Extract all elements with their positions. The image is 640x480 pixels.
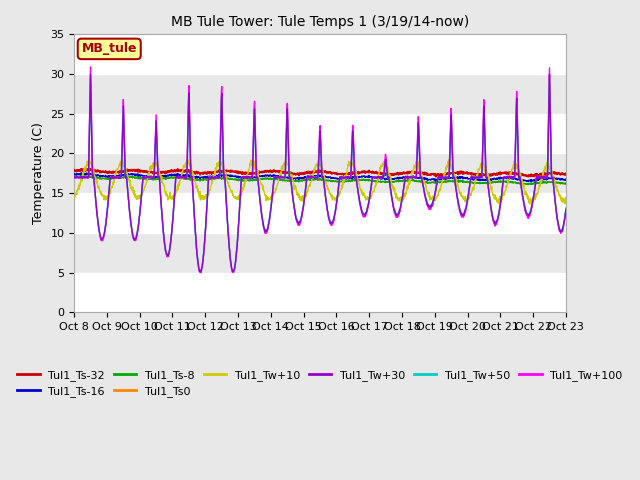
Title: MB Tule Tower: Tule Temps 1 (3/19/14-now): MB Tule Tower: Tule Temps 1 (3/19/14-now… [171,15,469,29]
Bar [74,273,566,312]
Text: MB_tule: MB_tule [81,42,137,55]
Legend: Tul1_Ts-32, Tul1_Ts-16, Tul1_Ts-8, Tul1_Ts0, Tul1_Tw+10, Tul1_Tw+30, Tul1_Tw+50,: Tul1_Ts-32, Tul1_Ts-16, Tul1_Ts-8, Tul1_… [13,365,627,401]
Y-axis label: Temperature (C): Temperature (C) [32,122,45,224]
Bar [74,114,566,154]
Bar [74,193,566,233]
Bar [74,35,566,74]
